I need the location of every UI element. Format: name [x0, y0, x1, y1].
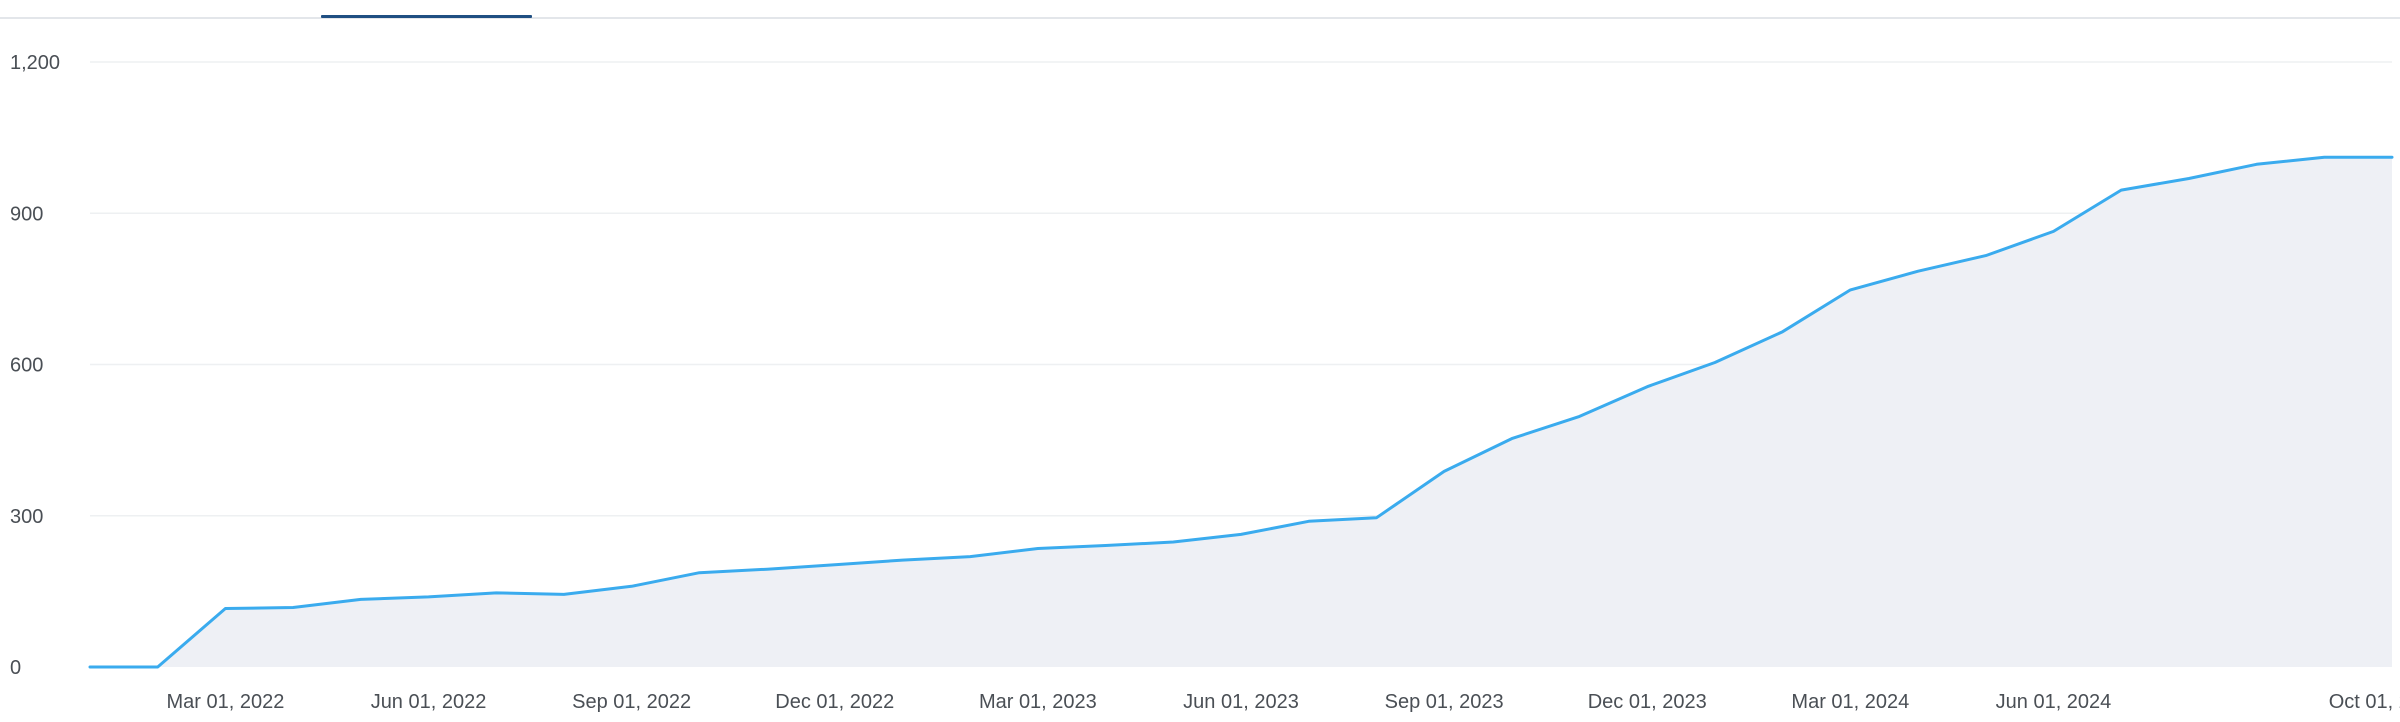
y-tick-label: 1,200 [10, 52, 60, 74]
y-tick-label: 0 [10, 657, 21, 679]
y-tick-label: 300 [10, 506, 43, 528]
y-tick-label: 600 [10, 355, 43, 377]
active-tab-indicator[interactable] [321, 15, 532, 18]
x-tick-label: Jun 01, 2023 [1183, 691, 1299, 713]
tab-bar-border [0, 17, 2400, 19]
x-tick-label: Dec 01, 2022 [775, 691, 894, 713]
x-tick-label: Sep 01, 2023 [1385, 691, 1504, 713]
x-tick-label: Oct 01, 2024 [2329, 691, 2400, 713]
x-tick-label: Mar 01, 2023 [979, 691, 1097, 713]
series-line [88, 155, 2394, 669]
x-tick-label: Mar 01, 2022 [166, 691, 284, 713]
x-tick-label: Mar 01, 2024 [1791, 691, 1909, 713]
x-tick-label: Jun 01, 2024 [1996, 691, 2112, 713]
x-tick-label: Sep 01, 2022 [572, 691, 691, 713]
y-tick-label: 900 [10, 203, 43, 225]
x-tick-label: Dec 01, 2023 [1588, 691, 1707, 713]
area-fill [90, 157, 2392, 668]
x-tick-label: Jun 01, 2022 [371, 691, 487, 713]
